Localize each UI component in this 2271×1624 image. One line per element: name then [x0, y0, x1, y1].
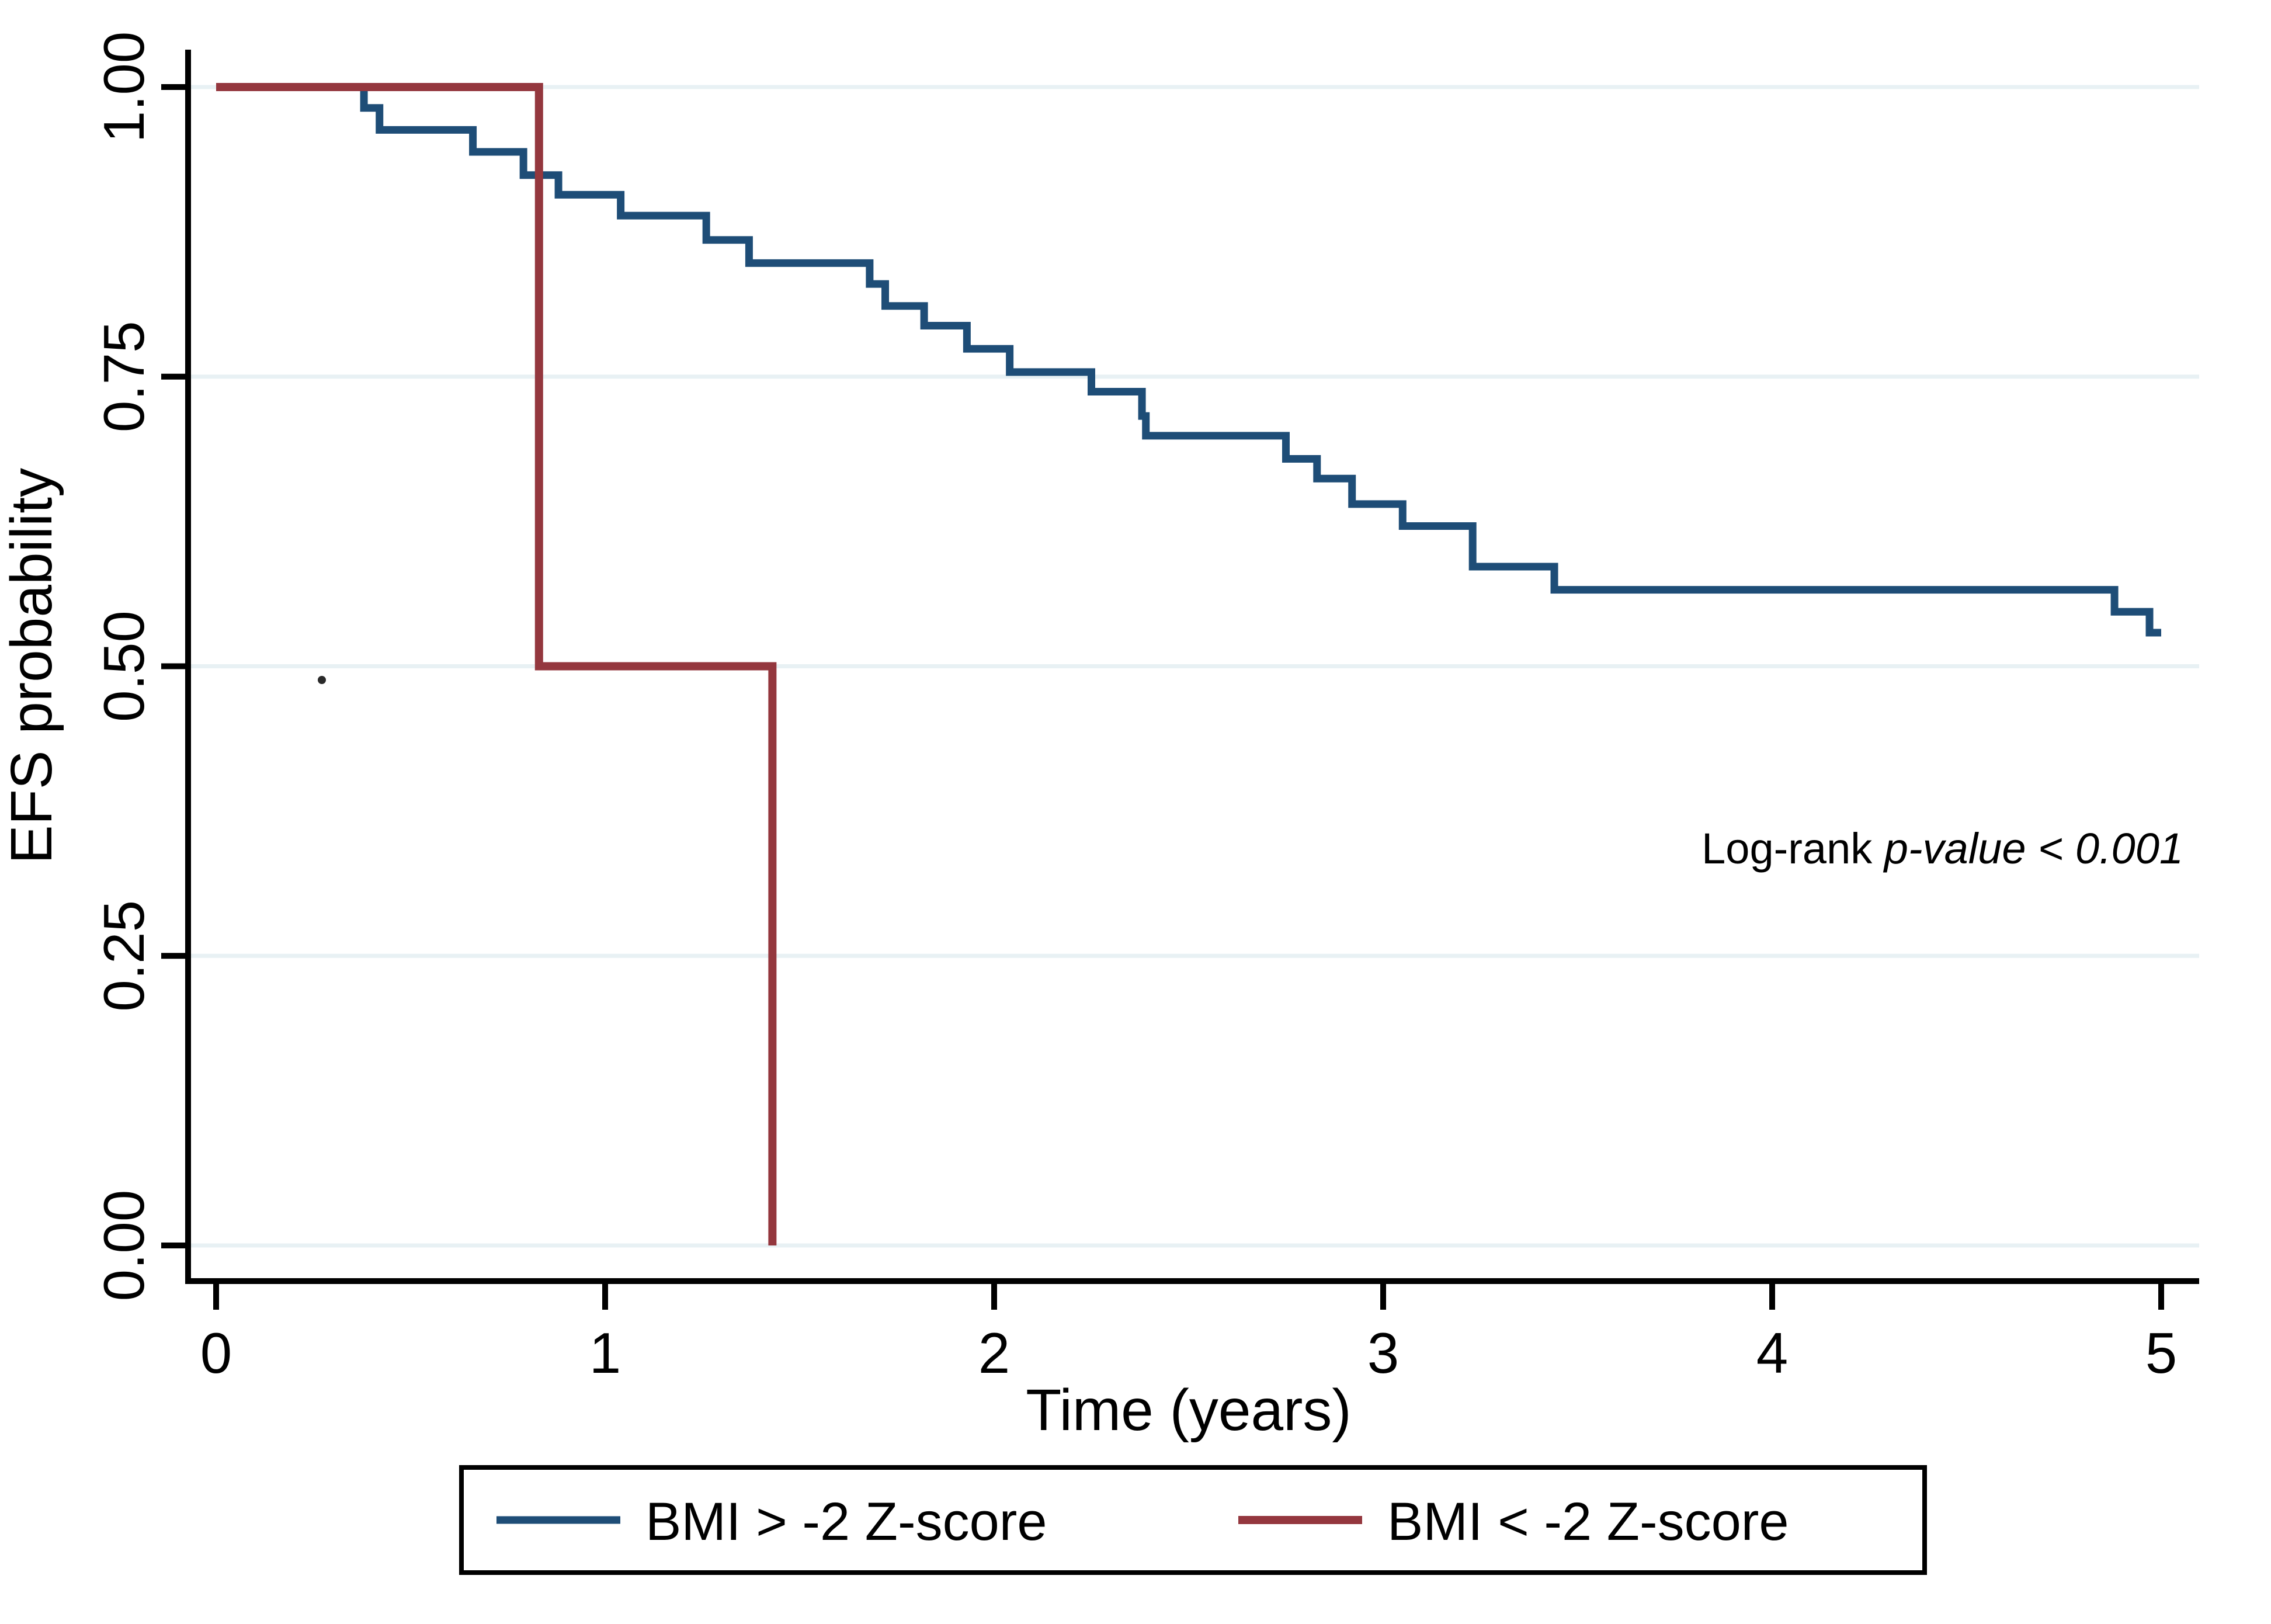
y-tick-marks	[161, 84, 187, 1248]
log-rank-annotation: Log-rank p-value < 0.001	[1701, 824, 2183, 873]
x-tick-label-5: 5	[2145, 1321, 2178, 1385]
x-tick-marks	[213, 1284, 2164, 1310]
legend-box	[459, 1465, 1927, 1575]
curve-bmi-below	[216, 83, 777, 1245]
x-tick-label-2: 2	[978, 1321, 1011, 1385]
y-tick-labels: 1.00 0.75 0.50 0.25 0.00	[92, 32, 156, 1302]
legend-label-bmi-below: BMI < -2 Z-score	[1387, 1492, 1789, 1552]
x-tick-label-4: 4	[1756, 1321, 1789, 1385]
curve-bmi-above	[216, 83, 2161, 637]
y-axis-title: EFS probability	[0, 468, 64, 864]
survival-curves	[216, 83, 2161, 1245]
y-tick-label-0.50: 0.50	[92, 610, 156, 722]
y-tick-label-1.00: 1.00	[92, 32, 156, 143]
x-tick-label-1: 1	[589, 1321, 621, 1385]
legend-label-bmi-above: BMI > -2 Z-score	[645, 1492, 1047, 1552]
x-tick-labels: 0 1 2 3 4 5	[200, 1321, 2178, 1385]
y-tick-label-0.00: 0.00	[92, 1190, 156, 1302]
x-tick-label-0: 0	[200, 1321, 232, 1385]
legend: BMI > -2 Z-score BMI < -2 Z-score	[459, 1465, 1927, 1575]
stray-dot	[318, 676, 326, 684]
gridlines	[188, 85, 2199, 1248]
x-axis-title: Time (years)	[1026, 1377, 1351, 1443]
log-rank-annotation-pvalue: p-value < 0.001	[1883, 824, 2183, 873]
log-rank-annotation-prefix: Log-rank	[1701, 824, 1884, 873]
y-tick-label-0.25: 0.25	[92, 900, 156, 1012]
y-tick-label-0.75: 0.75	[92, 321, 156, 432]
x-tick-label-3: 3	[1367, 1321, 1400, 1385]
